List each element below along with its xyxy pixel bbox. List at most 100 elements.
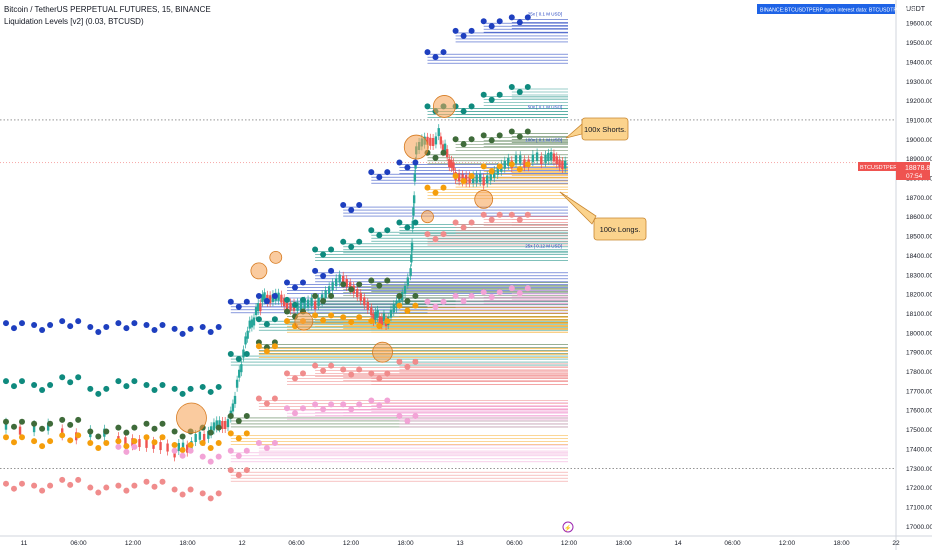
highlight-circle [421,210,434,224]
highlight-circle [294,311,314,331]
liquidation-dot [412,412,419,419]
y-tick-label: 17800.00 [906,369,932,376]
candle-body [431,138,435,147]
liquidation-dot [207,429,214,436]
liquidation-dot [348,319,355,326]
y-tick-label: 18300.00 [906,272,932,279]
liquidation-dot [480,18,487,25]
liquidation-dot [131,424,138,431]
liquidation-dot [432,303,439,310]
liquidation-dot [384,397,391,404]
liquidation-dot [328,312,335,319]
x-tick-label: 11 [21,540,28,547]
candle-body [4,421,8,430]
candle-body [263,292,266,301]
candle-body [313,301,317,310]
liquidation-dot [480,211,487,218]
liquidation-dot [115,443,122,450]
candle-body [514,155,518,164]
candle-body [218,420,221,429]
liquidation-dot [524,211,531,218]
highlight-circle [250,262,268,280]
candle-body [441,144,445,153]
y-tick-label: 17000.00 [906,524,932,531]
liquidation-dot [432,54,439,61]
liquidation-dot [159,322,166,329]
liquidation-dot [356,202,363,209]
liquidation-dot [340,281,347,288]
liquidation-dot [103,484,110,491]
candle-body [215,420,218,429]
candle-body [370,307,373,316]
open-interest-badge: BINANCE:BTCUSDTPERP open interest data: … [757,4,916,14]
liquidation-dot [460,32,467,39]
level-annotation: 25x [ 0.1 M USD] [528,11,562,16]
liquidation-dot [171,428,178,435]
liquidation-dot [396,292,403,299]
liquidation-dot [524,84,531,91]
liquidation-dot [480,289,487,296]
liquidation-dot [215,453,222,460]
candle-body [507,157,510,166]
liquidation-dot [151,387,158,394]
liquidation-dot [440,298,447,305]
candle-body [426,136,429,145]
liquidation-dot [488,137,495,144]
liquidation-dot [67,379,74,386]
liquidation-dot [143,478,150,485]
liquidation-dot [39,443,46,450]
liquidation-dot [271,343,278,350]
liquidation-dot [516,290,523,297]
candle-body [519,155,522,164]
candle-body [412,195,416,204]
liquidation-dot [243,430,250,437]
liquidation-dot [488,216,495,223]
candle-body [450,159,453,168]
candle-body [124,437,127,446]
liquidation-dot [460,108,467,115]
lightning-badge[interactable]: ⚡ [562,521,574,533]
liquidation-dot [19,434,25,441]
liquidation-dot [340,401,347,408]
candle-body [411,220,414,229]
liquidation-dot [452,219,459,226]
liquidation-dot [103,440,110,447]
liquidation-dot [143,420,150,427]
candle-body [555,156,558,165]
liquidation-dot [368,370,375,377]
liquidation-dot [468,136,475,143]
candle-body [363,297,366,306]
liquidation-dot [348,286,355,293]
liquidation-dot [452,27,459,34]
liquidation-dot [516,133,523,140]
liquidation-dot [19,320,25,327]
liquidation-dot [384,227,391,234]
candle-body [282,298,286,307]
y-tick-label: 17200.00 [906,485,932,492]
liquidation-dot [412,292,419,299]
candle-body [443,143,447,152]
candle-body [289,302,292,311]
candle-body [429,137,432,146]
liquidation-dot [3,320,9,327]
candle-body [223,421,227,430]
liquidation-dot [328,246,335,253]
candle-body [403,285,407,294]
liquidation-dot [3,434,9,441]
liquidation-dot [292,410,298,417]
liquidation-dot [31,382,38,389]
liquidation-dot [207,458,214,465]
liquidation-dot [131,320,138,327]
candle-body [552,153,556,162]
liquidation-dot [227,412,234,419]
liquidation-dot [508,161,515,168]
candle-body [392,304,395,313]
liquidation-dot [424,298,431,305]
level-annotation: 100x [ 0.1 M USD] [525,137,562,142]
candle-body [547,152,550,161]
liquidation-dot [207,388,214,395]
liquidation-dot [340,366,347,373]
candle-body [248,320,251,329]
y-tick-label: 19300.00 [906,79,932,86]
liquidation-dot [496,289,503,296]
